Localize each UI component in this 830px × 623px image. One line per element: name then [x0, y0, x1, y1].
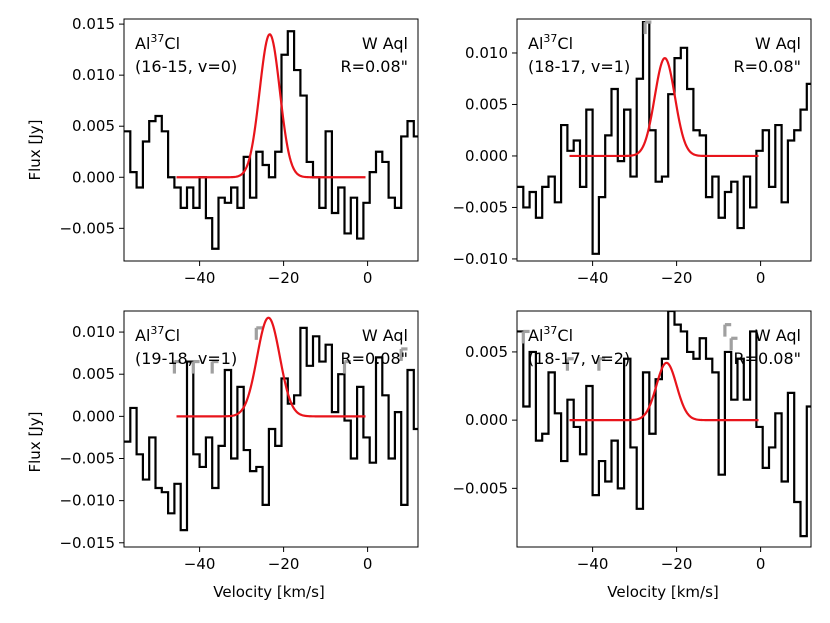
transition-label: (16-15, v=0): [135, 57, 237, 76]
y-tick-label: 0.010: [72, 323, 115, 341]
panel-1: −40 −20 0 −0.005 0.000 0.005 0.010 0.015 Al37Cl (…: [59, 15, 419, 287]
species-superscript: 37: [150, 324, 164, 337]
y-tick-label: 0.000: [465, 411, 508, 429]
y-tick-label: −0.005: [59, 219, 115, 237]
y-tick-label: 0.015: [72, 15, 115, 33]
x-tick-label: −40: [577, 555, 609, 573]
aperture-label: R=0.08": [733, 57, 801, 76]
transition-label: (18-17, v=1): [528, 57, 630, 76]
panel-3: −40 −20 0 −0.015 −0.010 −0.005 0.000 0.005 0.010…: [59, 310, 419, 573]
y-tick-label: −0.010: [59, 492, 115, 510]
species-label: Al37Cl: [528, 324, 573, 345]
x-tick-label: −20: [661, 269, 693, 287]
star-label: W Aql: [362, 326, 408, 345]
x-tick-label: −20: [268, 555, 300, 573]
y-tick-label: 0.000: [465, 147, 508, 165]
x-tick-label: −40: [184, 555, 216, 573]
species-superscript: 37: [543, 32, 557, 45]
x-tick-label: 0: [756, 269, 766, 287]
species-label: Al37Cl: [135, 324, 180, 345]
x-axis-label-left: Velocity [km/s]: [213, 583, 324, 601]
y-tick-label: 0.010: [72, 66, 115, 84]
y-tick-label: 0.000: [72, 168, 115, 186]
y-tick-label: 0.005: [72, 117, 115, 135]
axes-frame: [123, 310, 419, 548]
star-label: W Aql: [362, 34, 408, 53]
species-superscript: 37: [150, 32, 164, 45]
spectrum-line: [517, 20, 811, 255]
panel-4: −40 −20 0 −0.005 0.000 0.005 Al37Cl (18-17, v=2…: [452, 310, 812, 573]
species-main: Al: [135, 34, 150, 53]
star-label: W Aql: [755, 34, 801, 53]
x-tick-label: 0: [363, 555, 373, 573]
model-line: [569, 361, 759, 422]
y-axis-label-top: Flux [Jy]: [26, 120, 44, 181]
x-axis-label-right: Velocity [km/s]: [607, 583, 718, 601]
y-tick-label: 0.005: [465, 95, 508, 113]
aperture-label: R=0.08": [340, 57, 408, 76]
y-tick-label: 0.010: [465, 44, 508, 62]
species-tail: Cl: [164, 34, 180, 53]
y-tick-label: 0.005: [465, 343, 508, 361]
species-main: Al: [135, 326, 150, 345]
y-tick-label: −0.005: [452, 479, 508, 497]
x-tick-label: −20: [268, 269, 300, 287]
species-label: Al37Cl: [528, 32, 573, 53]
species-superscript: 37: [543, 324, 557, 337]
species-main: Al: [528, 326, 543, 345]
species-label: Al37Cl: [135, 32, 180, 53]
spectrum-line: [517, 311, 811, 538]
y-axis-label-bottom: Flux [Jy]: [26, 412, 44, 473]
model-line: [176, 316, 366, 418]
species-tail: Cl: [557, 34, 573, 53]
x-tick-label: −40: [577, 269, 609, 287]
axes-frame: [516, 310, 812, 548]
model-line: [569, 56, 759, 158]
axes-frame: [123, 18, 419, 262]
axes-frame: [516, 18, 812, 262]
y-tick-label: 0.000: [72, 407, 115, 425]
species-main: Al: [528, 34, 543, 53]
star-label: W Aql: [755, 326, 801, 345]
aperture-label: R=0.08": [733, 349, 801, 368]
model-line: [176, 33, 366, 179]
y-tick-label: 0.005: [72, 365, 115, 383]
y-tick-label: −0.010: [452, 250, 508, 268]
transition-label: (19-18, v=1): [135, 349, 237, 368]
spectrum-line: [124, 30, 418, 250]
y-tick-label: −0.005: [452, 198, 508, 216]
x-tick-label: 0: [756, 555, 766, 573]
x-tick-label: −40: [184, 269, 216, 287]
y-tick-label: −0.005: [59, 450, 115, 468]
species-tail: Cl: [164, 326, 180, 345]
transition-label: (18-17, v=2): [528, 349, 630, 368]
y-tick-label: −0.015: [59, 534, 115, 552]
species-tail: Cl: [557, 326, 573, 345]
x-tick-label: 0: [363, 269, 373, 287]
panel-2: −40 −20 0 −0.010 −0.005 0.000 0.005 0.010 Al37Cl…: [452, 18, 812, 287]
aperture-label: R=0.08": [340, 349, 408, 368]
x-tick-label: −20: [661, 555, 693, 573]
spectrum-line: [124, 326, 418, 532]
